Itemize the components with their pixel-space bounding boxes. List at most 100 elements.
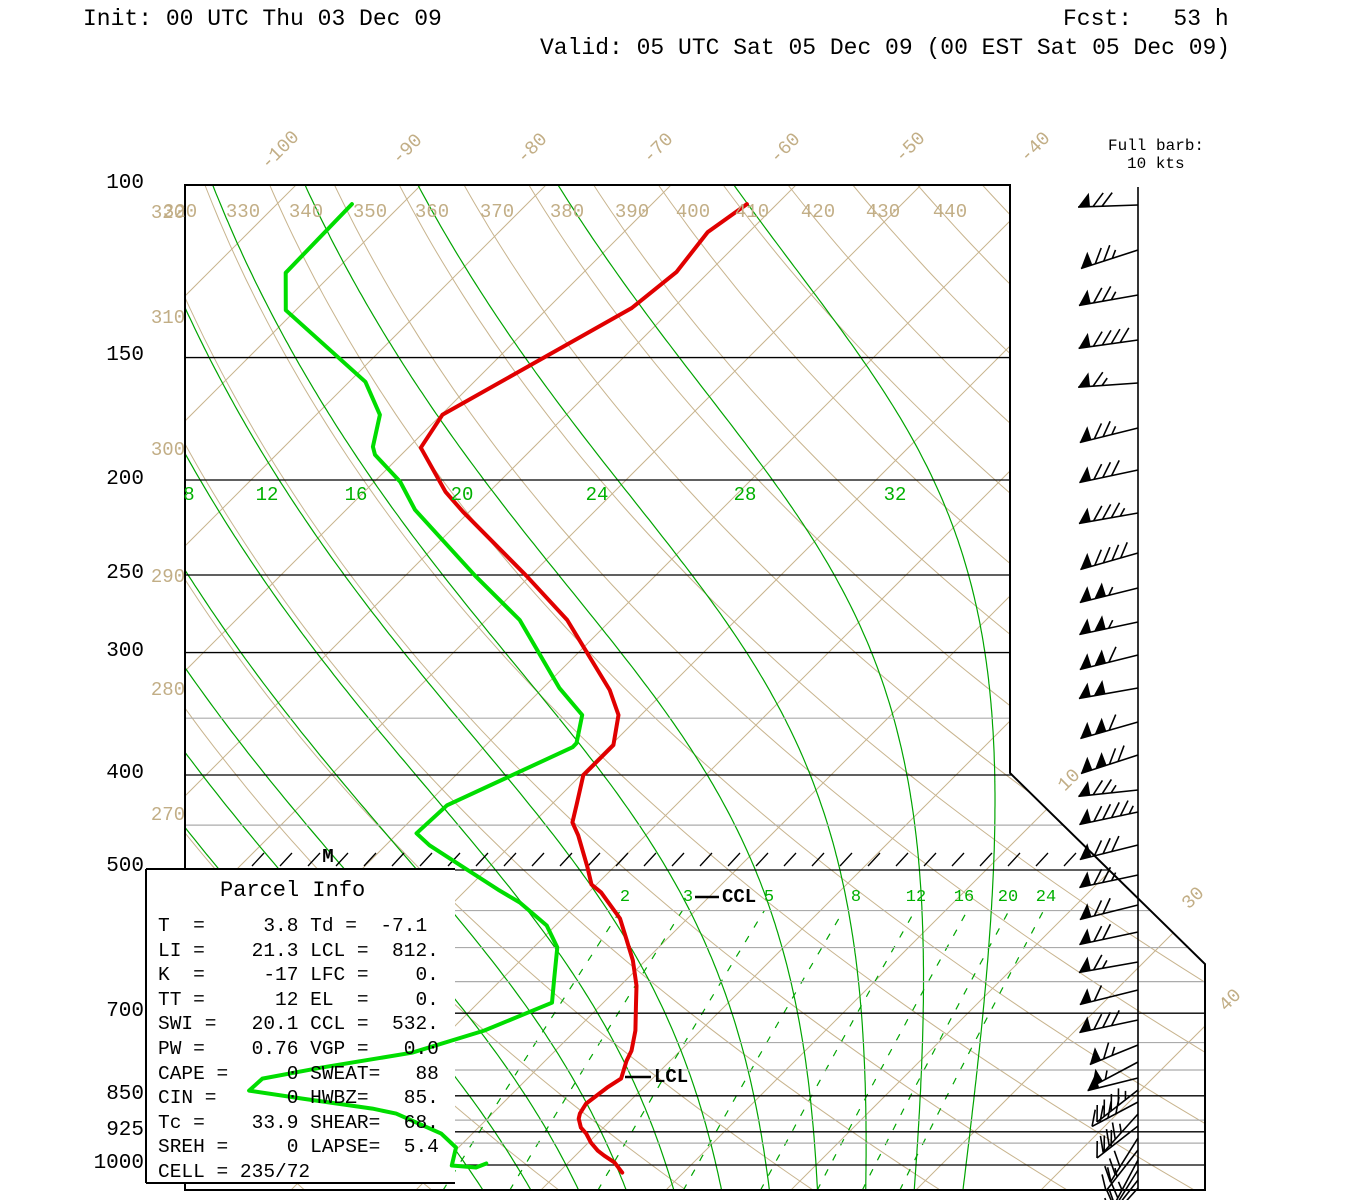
wind-barb	[1099, 1113, 1139, 1154]
temperature-trace	[418, 202, 749, 1175]
wind-barb	[1121, 1179, 1139, 1200]
dry-adiabat-line	[917, 185, 1205, 1190]
dry-adiabat-line	[463, 185, 1205, 1190]
hatch-tick	[335, 852, 349, 867]
dry-adiabat-line	[334, 185, 1205, 1190]
dry-adiabat-line	[787, 185, 1205, 1190]
hatch-tick	[643, 852, 657, 867]
dry-adiabat-line	[185, 185, 686, 1190]
wind-barb	[1079, 615, 1139, 636]
isotherm-line	[185, 185, 922, 1190]
hatch-tick	[307, 852, 321, 867]
hatch-tick	[531, 852, 545, 867]
wind-barb	[1078, 371, 1139, 388]
mixing-ratio-line	[861, 910, 1010, 1190]
wind-barb	[1079, 835, 1139, 861]
wind-barb	[1078, 285, 1139, 307]
wind-barb	[1080, 745, 1139, 775]
wind-barb	[1079, 582, 1139, 604]
dry-adiabat-line	[982, 185, 1205, 1190]
wind-barb	[1078, 680, 1139, 700]
wind-barb	[1096, 1125, 1139, 1159]
hatch-tick	[391, 852, 405, 867]
hatch-tick	[279, 852, 293, 867]
dewpoint-trace	[247, 202, 585, 1170]
hatch-tick	[895, 852, 909, 867]
hatch-tick	[1035, 852, 1049, 867]
wind-barb	[1079, 420, 1139, 444]
hatch-tick	[475, 852, 489, 867]
hatch-tick	[951, 852, 965, 867]
hatch-tick	[1007, 852, 1021, 867]
dry-adiabat-line	[269, 185, 1205, 1190]
dry-adiabat-line	[657, 185, 1205, 1190]
wind-barb	[1078, 327, 1139, 350]
mixing-ratio-line	[597, 910, 765, 1190]
wind-barb	[1079, 646, 1139, 671]
moist-adiabat-line	[304, 185, 819, 1190]
moist-adiabat-line	[417, 185, 867, 1190]
dry-adiabat-line	[593, 185, 1205, 1190]
dry-adiabat-line	[185, 185, 940, 1190]
hatch-tick	[419, 852, 433, 867]
wind-barb	[1078, 779, 1139, 798]
isotherm-line	[185, 185, 422, 1190]
wind-barb	[1126, 1187, 1139, 1200]
hatch-tick	[727, 852, 741, 867]
hatch-tick	[671, 852, 685, 867]
hatch-tick	[979, 852, 993, 867]
dry-adiabat-line	[398, 185, 1205, 1190]
wind-barb	[1104, 1169, 1139, 1200]
moist-adiabat-line	[185, 185, 580, 1190]
wind-barb	[1091, 1096, 1139, 1128]
wind-barb-column	[1078, 187, 1139, 1200]
isotherm-line	[185, 185, 547, 1190]
hatch-tick	[587, 852, 601, 867]
isotherm-line	[790, 185, 1205, 1190]
wind-barb	[1079, 985, 1139, 1006]
mixing-ratio-line	[442, 910, 621, 1190]
wind-barb	[1080, 714, 1139, 740]
wind-barb	[1078, 954, 1139, 974]
hatch-tick	[1063, 852, 1077, 867]
mixing-ratio-line	[816, 910, 968, 1190]
wind-barb	[1079, 866, 1139, 889]
isotherm-line	[915, 185, 1205, 1190]
hatch-tick	[251, 852, 265, 867]
wind-barb	[1078, 502, 1139, 525]
hatch-tick	[811, 852, 825, 867]
hatch-tick	[867, 852, 881, 867]
chart-frame	[184, 184, 1206, 1191]
moist-adiabat-line	[212, 185, 771, 1190]
wind-barb	[1079, 800, 1139, 826]
wind-barb	[1080, 541, 1139, 571]
dry-adiabat-line	[185, 185, 1067, 1190]
hatch-tick	[755, 852, 769, 867]
wind-barb	[1091, 1061, 1139, 1088]
moist-adiabat-line	[733, 185, 996, 1190]
wind-barb	[1078, 192, 1139, 208]
dry-adiabat-line	[1046, 185, 1205, 1190]
isotherm-line	[185, 185, 797, 1190]
parcel-info-box	[146, 869, 455, 1183]
moist-adiabat-line	[185, 185, 723, 1190]
mixing-ratio-line	[508, 910, 683, 1190]
dry-adiabat-line	[185, 185, 813, 1190]
wind-barb	[1106, 1159, 1139, 1200]
hatch-tick	[839, 852, 853, 867]
hatch-tick	[503, 852, 517, 867]
mixing-ratio-line	[759, 910, 916, 1190]
dry-adiabat-line	[0, 185, 50, 1189]
hatch-tick	[559, 852, 573, 867]
wind-barb	[1104, 1137, 1139, 1183]
moist-adiabat-line	[185, 185, 675, 1190]
moist-adiabat-line	[557, 185, 925, 1190]
isotherm-line	[185, 185, 672, 1190]
mixing-ratio-line	[899, 910, 1045, 1190]
wind-barb	[1080, 244, 1139, 270]
dry-adiabat-line	[722, 185, 1205, 1190]
wind-barb	[1087, 1074, 1139, 1092]
hatch-tick	[783, 852, 797, 867]
